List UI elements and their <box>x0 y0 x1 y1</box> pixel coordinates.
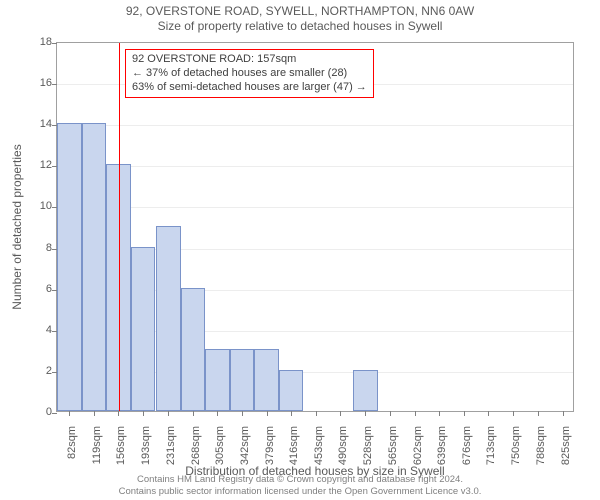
xtick-mark <box>390 411 391 416</box>
histogram-bar <box>156 226 181 411</box>
ytick-label: 14 <box>12 118 52 130</box>
histogram-bar <box>131 247 156 411</box>
footer-line-1: Contains HM Land Registry data © Crown c… <box>0 474 600 485</box>
xtick-label: 825sqm <box>560 426 572 465</box>
xtick-mark <box>94 411 95 416</box>
xtick-label: 490sqm <box>337 426 349 465</box>
xtick-label: 713sqm <box>485 426 497 465</box>
xtick-label: 379sqm <box>264 426 276 465</box>
xtick-label: 193sqm <box>140 426 152 465</box>
xtick-label: 528sqm <box>362 426 374 465</box>
histogram-bar <box>82 123 107 411</box>
xtick-mark <box>118 411 119 416</box>
xtick-mark <box>291 411 292 416</box>
ytick-label: 6 <box>12 283 52 295</box>
xtick-label: 676sqm <box>461 426 473 465</box>
ytick-label: 8 <box>12 242 52 254</box>
xtick-label: 788sqm <box>535 426 547 465</box>
xtick-label: 639sqm <box>436 426 448 465</box>
title-sub: Size of property relative to detached ho… <box>0 19 600 33</box>
title-main: 92, OVERSTONE ROAD, SYWELL, NORTHAMPTON,… <box>0 4 600 18</box>
xtick-mark <box>415 411 416 416</box>
property-marker-line <box>119 43 120 411</box>
footer-line-2: Contains public sector information licen… <box>0 486 600 497</box>
ytick-label: 12 <box>12 159 52 171</box>
ytick-label: 4 <box>12 324 52 336</box>
xtick-mark <box>316 411 317 416</box>
xtick-mark <box>464 411 465 416</box>
y-axis-label-container: Number of detached properties <box>10 42 24 412</box>
footer-attribution: Contains HM Land Registry data © Crown c… <box>0 474 600 497</box>
annotation-line: 92 OVERSTONE ROAD: 157sqm <box>132 53 367 67</box>
ytick-label: 10 <box>12 200 52 212</box>
annotation-line: ← 37% of detached houses are smaller (28… <box>132 67 367 81</box>
gridline <box>57 166 573 167</box>
xtick-mark <box>217 411 218 416</box>
xtick-mark <box>242 411 243 416</box>
histogram-bar <box>205 349 230 411</box>
xtick-label: 565sqm <box>387 426 399 465</box>
gridline <box>57 125 573 126</box>
ytick-label: 16 <box>12 77 52 89</box>
xtick-label: 231sqm <box>165 426 177 465</box>
ytick-mark <box>52 84 57 85</box>
histogram-bar <box>181 288 206 411</box>
histogram-bar <box>353 370 378 411</box>
xtick-label: 416sqm <box>288 426 300 465</box>
xtick-mark <box>513 411 514 416</box>
annotation-line: 63% of semi-detached houses are larger (… <box>132 81 367 95</box>
plot-frame: 92 OVERSTONE ROAD: 157sqm← 37% of detach… <box>56 42 574 412</box>
histogram-bar <box>254 349 279 411</box>
xtick-mark <box>168 411 169 416</box>
ytick-label: 18 <box>12 36 52 48</box>
chart-plot-area: 92 OVERSTONE ROAD: 157sqm← 37% of detach… <box>56 42 574 412</box>
xtick-mark <box>538 411 539 416</box>
xtick-mark <box>340 411 341 416</box>
xtick-mark <box>193 411 194 416</box>
xtick-label: 453sqm <box>313 426 325 465</box>
histogram-bar <box>57 123 82 411</box>
xtick-mark <box>488 411 489 416</box>
xtick-label: 82sqm <box>66 426 78 459</box>
xtick-label: 750sqm <box>510 426 522 465</box>
xtick-label: 305sqm <box>214 426 226 465</box>
xtick-label: 156sqm <box>115 426 127 465</box>
histogram-bar <box>230 349 255 411</box>
xtick-mark <box>69 411 70 416</box>
gridline <box>57 207 573 208</box>
xtick-mark <box>563 411 564 416</box>
xtick-label: 119sqm <box>91 426 103 464</box>
xtick-mark <box>143 411 144 416</box>
xtick-label: 268sqm <box>190 426 202 465</box>
ytick-label: 2 <box>12 365 52 377</box>
ytick-mark <box>52 413 57 414</box>
annotation-box: 92 OVERSTONE ROAD: 157sqm← 37% of detach… <box>125 49 374 98</box>
ytick-label: 0 <box>12 406 52 418</box>
histogram-bar <box>279 370 304 411</box>
ytick-mark <box>52 43 57 44</box>
xtick-mark <box>439 411 440 416</box>
xtick-mark <box>267 411 268 416</box>
chart-titles: 92, OVERSTONE ROAD, SYWELL, NORTHAMPTON,… <box>0 4 600 33</box>
xtick-mark <box>365 411 366 416</box>
xtick-label: 342sqm <box>239 426 251 465</box>
xtick-label: 602sqm <box>412 426 424 465</box>
